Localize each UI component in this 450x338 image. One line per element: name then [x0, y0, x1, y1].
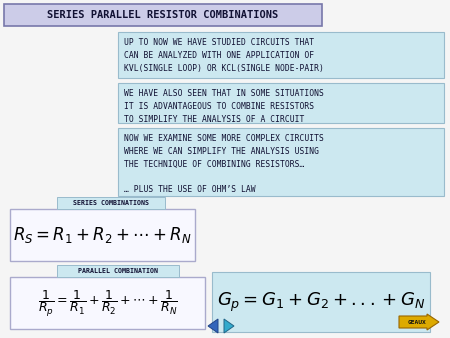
FancyBboxPatch shape: [10, 277, 205, 329]
FancyBboxPatch shape: [4, 4, 322, 26]
Text: GEAUX: GEAUX: [408, 319, 427, 324]
FancyBboxPatch shape: [118, 32, 444, 78]
Text: $G_p = G_1 + G_2 + ...+ G_N$: $G_p = G_1 + G_2 + ...+ G_N$: [217, 290, 425, 314]
Text: NOW WE EXAMINE SOME MORE COMPLEX CIRCUITS
WHERE WE CAN SIMPLIFY THE ANALYSIS USI: NOW WE EXAMINE SOME MORE COMPLEX CIRCUIT…: [124, 134, 324, 194]
FancyBboxPatch shape: [10, 209, 195, 261]
FancyBboxPatch shape: [212, 272, 430, 332]
FancyBboxPatch shape: [118, 83, 444, 123]
FancyBboxPatch shape: [118, 128, 444, 196]
FancyArrow shape: [399, 314, 439, 330]
Text: SERIES COMBINATIONS: SERIES COMBINATIONS: [73, 200, 149, 206]
Text: WE HAVE ALSO SEEN THAT IN SOME SITUATIONS
IT IS ADVANTAGEOUS TO COMBINE RESISTOR: WE HAVE ALSO SEEN THAT IN SOME SITUATION…: [124, 89, 324, 124]
Polygon shape: [208, 319, 218, 333]
Text: PARALLEL COMBINATION: PARALLEL COMBINATION: [78, 268, 158, 274]
FancyBboxPatch shape: [57, 265, 179, 277]
Text: $R_S = R_1 + R_2 + \cdots + R_N$: $R_S = R_1 + R_2 + \cdots + R_N$: [13, 225, 192, 245]
Text: SERIES PARALLEL RESISTOR COMBINATIONS: SERIES PARALLEL RESISTOR COMBINATIONS: [47, 10, 279, 20]
Polygon shape: [224, 319, 234, 333]
FancyBboxPatch shape: [57, 197, 165, 209]
Text: UP TO NOW WE HAVE STUDIED CIRCUITS THAT
CAN BE ANALYZED WITH ONE APPLICATION OF
: UP TO NOW WE HAVE STUDIED CIRCUITS THAT …: [124, 38, 324, 73]
Text: $\dfrac{1}{R_p} = \dfrac{1}{R_1} + \dfrac{1}{R_2} + \cdots + \dfrac{1}{R_N}$: $\dfrac{1}{R_p} = \dfrac{1}{R_1} + \dfra…: [37, 288, 177, 318]
